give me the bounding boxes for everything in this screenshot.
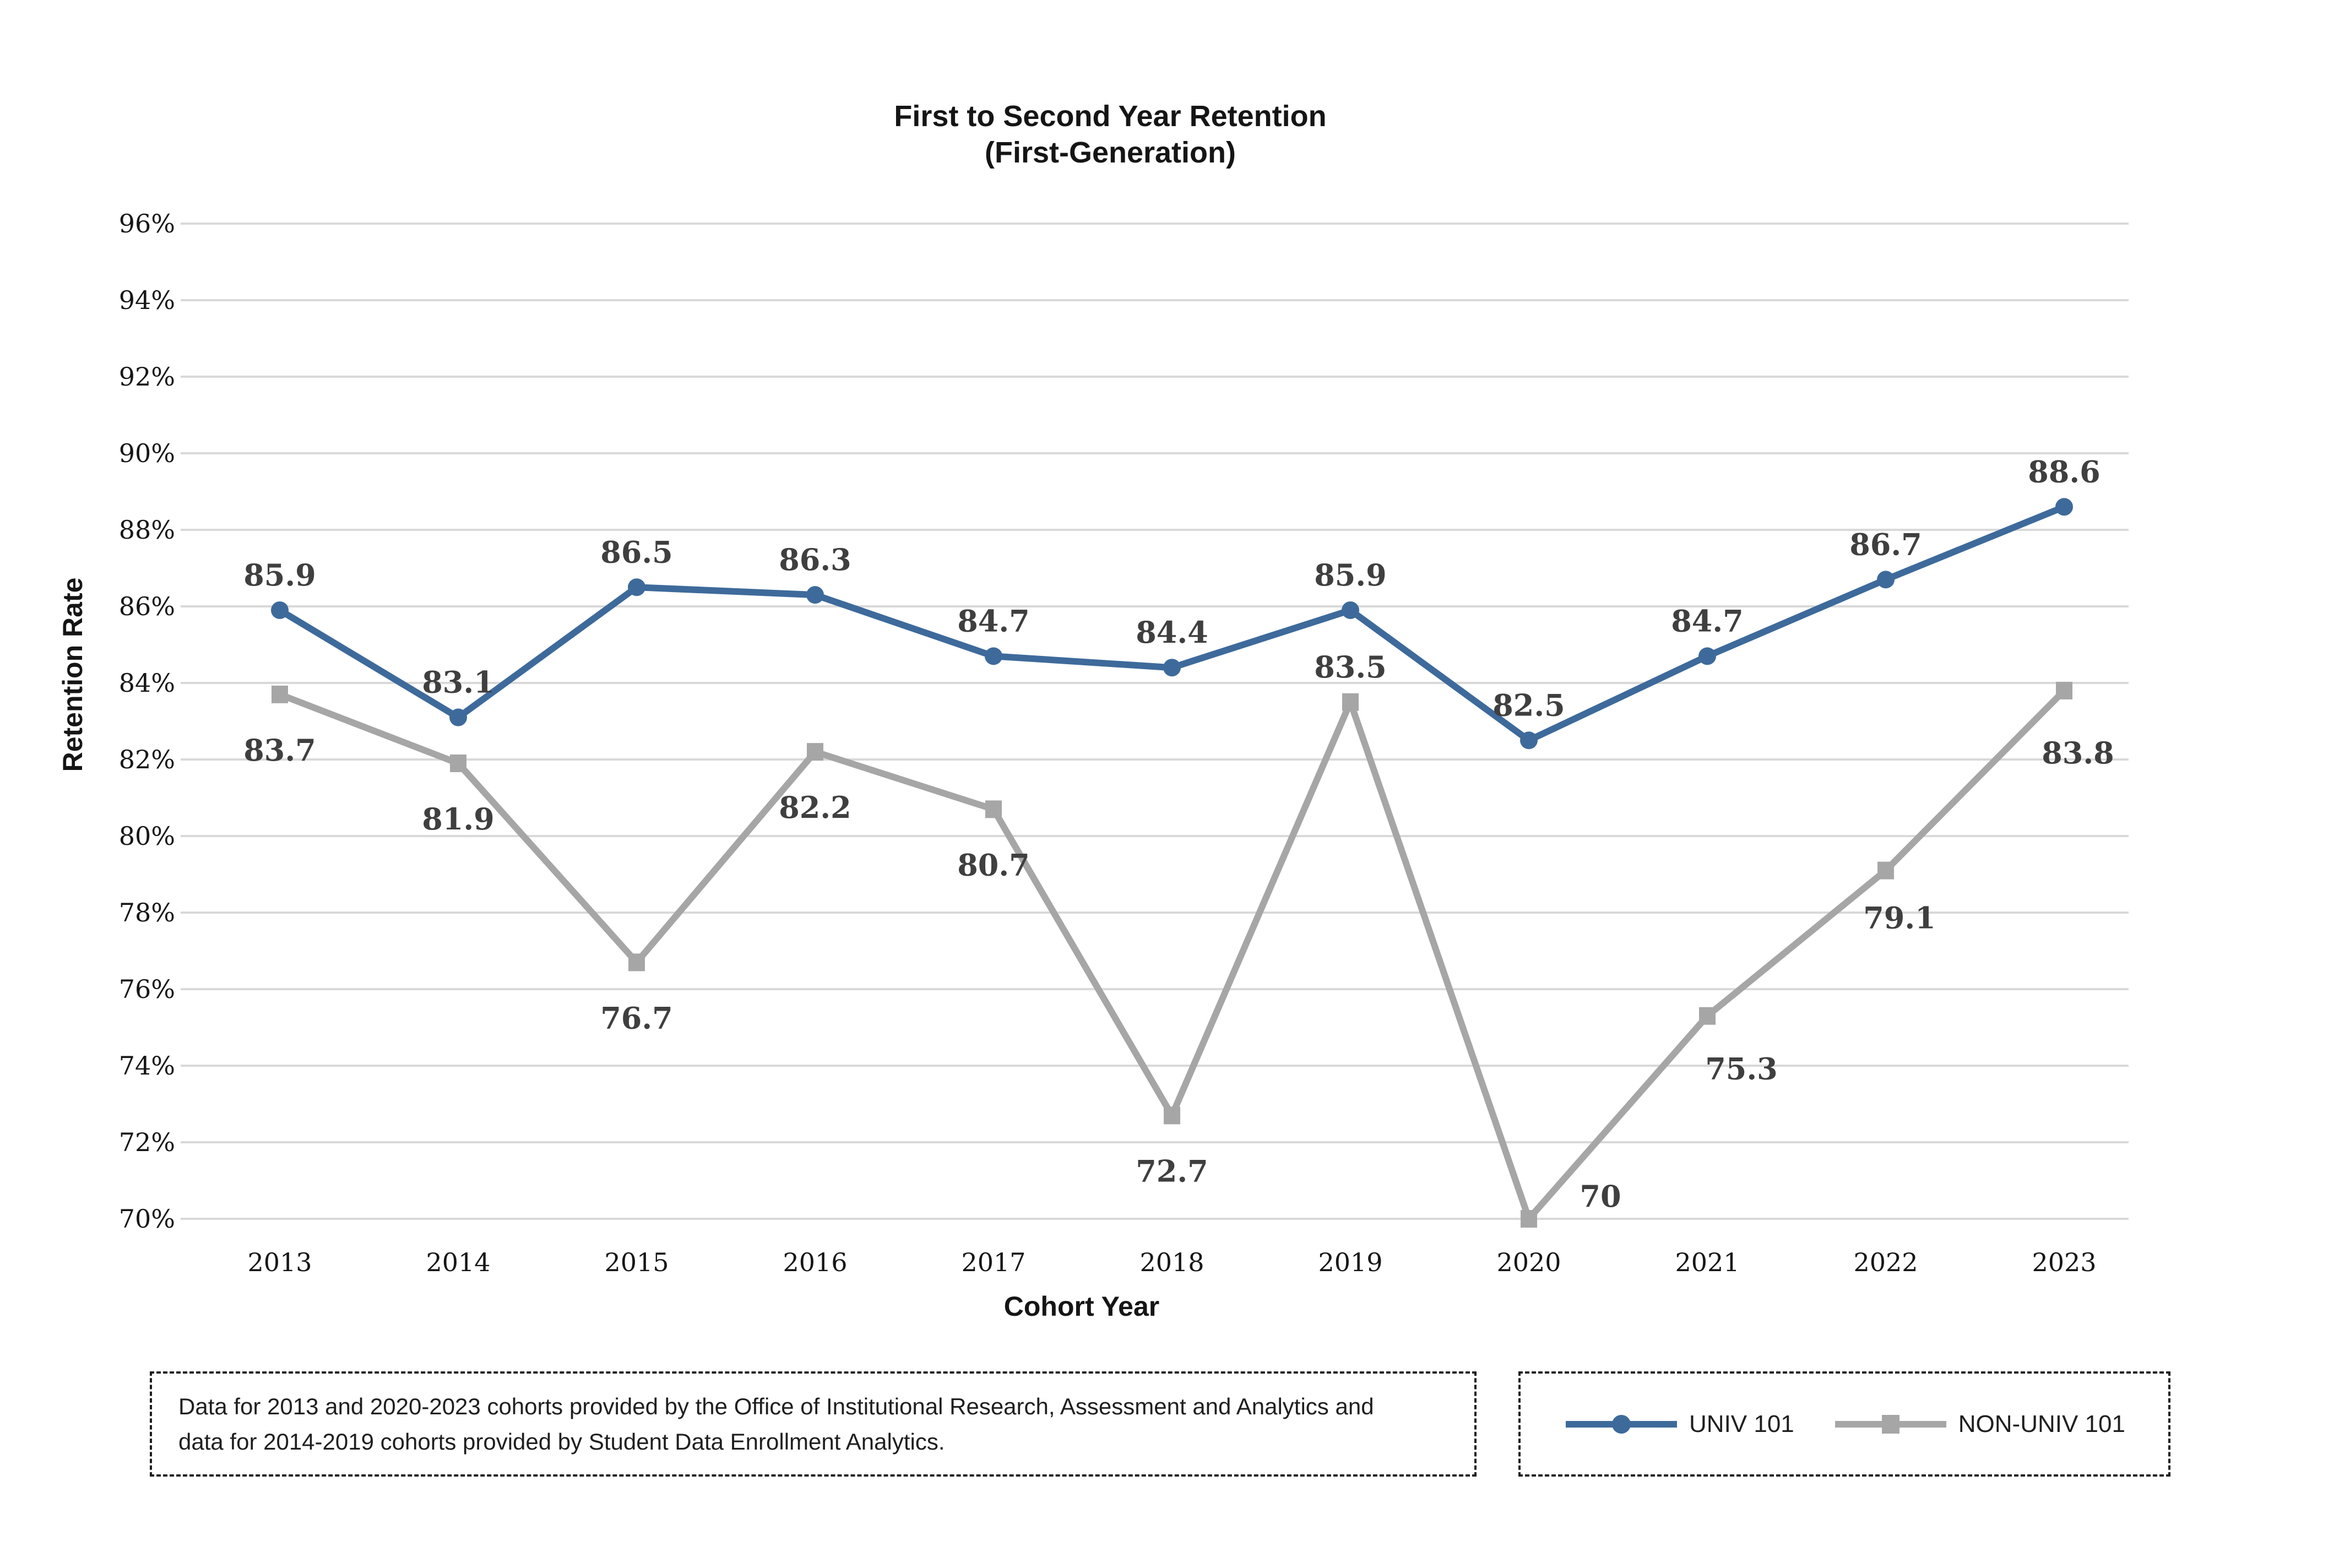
x-axis-title: Cohort Year bbox=[1003, 1291, 1160, 1322]
data-point-label: 86.7 bbox=[1849, 527, 1922, 562]
data-point-label: 85.9 bbox=[243, 557, 316, 593]
x-tick-label: 2014 bbox=[426, 1247, 490, 1277]
y-tick-label: 92% bbox=[119, 362, 175, 392]
legend-label-non-univ-101: NON-UNIV 101 bbox=[1958, 1410, 2125, 1437]
data-point-marker bbox=[449, 708, 467, 726]
legend-item-univ-101: UNIV 101 bbox=[1564, 1410, 1794, 1438]
legend-circle-marker bbox=[1612, 1414, 1631, 1434]
data-point-label: 83.1 bbox=[422, 665, 495, 700]
y-tick-label: 70% bbox=[119, 1204, 175, 1234]
x-tick-label: 2023 bbox=[2032, 1247, 2096, 1277]
data-point-marker bbox=[1164, 1106, 1180, 1125]
data-point-label: 82.5 bbox=[1493, 687, 1565, 723]
footnote-text: Data for 2013 and 2020-2023 cohorts prov… bbox=[178, 1393, 1374, 1455]
data-point-label: 70 bbox=[1580, 1179, 1621, 1214]
data-point-label: 84.4 bbox=[1136, 615, 1208, 650]
y-tick-label: 86% bbox=[119, 592, 175, 621]
data-point-marker bbox=[807, 743, 823, 761]
x-tick-label: 2018 bbox=[1139, 1247, 1204, 1277]
x-tick-label: 2021 bbox=[1675, 1247, 1739, 1277]
data-point-marker bbox=[1163, 659, 1181, 677]
data-point-marker bbox=[985, 800, 1002, 818]
data-point-marker bbox=[1342, 693, 1359, 711]
non-univ-101-line-marker-icon bbox=[1835, 1414, 1946, 1434]
data-point-label: 86.5 bbox=[600, 534, 673, 569]
x-tick-label: 2020 bbox=[1496, 1247, 1561, 1277]
data-point-label: 83.7 bbox=[243, 733, 316, 768]
chart-title: First to Second Year Retention (First-Ge… bbox=[894, 98, 1326, 171]
data-point-marker bbox=[1877, 861, 1894, 880]
legend-square-marker bbox=[1881, 1414, 1899, 1434]
x-tick-label: 2015 bbox=[604, 1247, 669, 1277]
series-line-non-univ-101 bbox=[276, 687, 2067, 1222]
univ-101-line-marker-icon bbox=[1566, 1414, 1678, 1434]
data-point-marker bbox=[271, 601, 289, 619]
data-point-label: 88.6 bbox=[2028, 454, 2101, 489]
data-point-label: 81.9 bbox=[422, 801, 495, 837]
data-point-marker bbox=[1699, 1007, 1716, 1025]
y-tick-label: 88% bbox=[119, 515, 175, 545]
data-point-marker bbox=[628, 578, 645, 596]
x-tick-label: 2019 bbox=[1318, 1247, 1382, 1277]
y-tick-label: 82% bbox=[119, 745, 175, 774]
footnote-box: Data for 2013 and 2020-2023 cohorts prov… bbox=[150, 1371, 1477, 1477]
data-point-label: 76.7 bbox=[600, 1000, 673, 1035]
legend-item-non-univ-101: NON-UNIV 101 bbox=[1833, 1410, 2125, 1438]
y-tick-label: 94% bbox=[119, 285, 175, 315]
data-point-label: 79.1 bbox=[1863, 900, 1936, 936]
legend-label-univ-101: UNIV 101 bbox=[1689, 1410, 1794, 1437]
data-point-marker bbox=[985, 647, 1002, 665]
data-point-marker bbox=[1521, 1210, 1537, 1228]
data-point-label: 80.7 bbox=[957, 847, 1030, 882]
data-point-label: 84.7 bbox=[1671, 603, 1744, 638]
data-point-marker bbox=[1342, 601, 1359, 619]
data-point-marker bbox=[272, 685, 288, 703]
x-tick-label: 2017 bbox=[961, 1247, 1025, 1277]
data-point-marker bbox=[1698, 647, 1716, 665]
y-tick-label: 78% bbox=[119, 898, 175, 927]
data-point-label: 83.5 bbox=[1314, 649, 1387, 685]
x-tick-label: 2013 bbox=[247, 1247, 312, 1277]
data-point-label: 85.9 bbox=[1314, 557, 1387, 593]
data-point-label: 84.7 bbox=[957, 603, 1030, 638]
data-point-label: 86.3 bbox=[779, 542, 851, 577]
y-tick-label: 74% bbox=[119, 1051, 175, 1081]
data-point-marker bbox=[628, 953, 645, 972]
data-point-marker bbox=[1877, 571, 1895, 589]
y-tick-label: 90% bbox=[119, 438, 175, 468]
y-tick-label: 96% bbox=[119, 209, 175, 238]
chart-title-line1: First to Second Year Retention bbox=[894, 100, 1327, 133]
x-tick-label: 2022 bbox=[1853, 1247, 1918, 1277]
data-point-marker bbox=[806, 586, 824, 604]
data-point-marker bbox=[450, 754, 466, 772]
legend-box: UNIV 101 NON-UNIV 101 bbox=[1518, 1371, 2170, 1477]
data-point-marker bbox=[2056, 681, 2072, 699]
y-tick-label: 80% bbox=[119, 821, 175, 851]
data-point-label: 72.7 bbox=[1136, 1153, 1208, 1189]
y-tick-label: 72% bbox=[119, 1127, 175, 1157]
data-point-label: 82.2 bbox=[779, 790, 851, 825]
x-tick-label: 2016 bbox=[783, 1247, 847, 1277]
data-point-label: 83.8 bbox=[2042, 735, 2114, 771]
y-tick-label: 76% bbox=[119, 974, 175, 1004]
retention-line-chart: 96% 94% 92% 90% 88% 86% 84% 82% 80% 78% 76% 74% 72% 7… bbox=[119, 209, 2129, 1277]
data-point-marker bbox=[2055, 498, 2073, 516]
y-tick-label: 84% bbox=[119, 668, 175, 698]
data-point-label: 75.3 bbox=[1705, 1051, 1778, 1087]
data-point-marker bbox=[1520, 731, 1538, 750]
chart-title-line2: (First-Generation) bbox=[984, 136, 1236, 169]
